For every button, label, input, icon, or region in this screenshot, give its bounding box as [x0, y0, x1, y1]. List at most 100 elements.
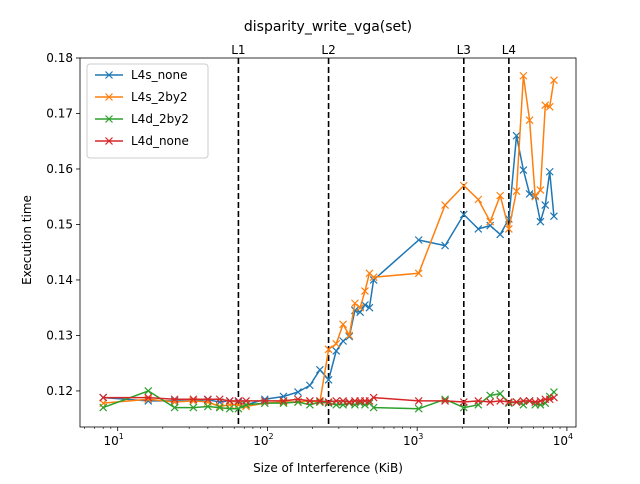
legend-item: L4s_none: [95, 68, 188, 82]
marker-stroke: [512, 131, 521, 140]
legend-item: L4d_2by2: [95, 112, 189, 126]
marker-stroke: [315, 365, 324, 374]
marker-stroke: [315, 396, 324, 405]
data-point-marker: [474, 195, 483, 204]
marker-stroke: [144, 387, 153, 395]
legend-marker: [105, 115, 113, 123]
data-point-marker: [305, 396, 314, 405]
data-point-marker: [369, 393, 378, 402]
series-line-L4d_none: [103, 396, 555, 403]
marker-stroke: [474, 195, 483, 204]
marker-stroke: [294, 388, 302, 396]
data-point-marker: [260, 396, 269, 405]
data-point-marker: [279, 398, 288, 406]
marker-stroke: [459, 181, 468, 190]
marker-stroke: [345, 332, 354, 341]
marker-stroke: [305, 396, 314, 405]
plot-layer: 0.12 0.13 0.14 0.15 0.16 0.17 0.18 101 102 103 104…: [46, 43, 577, 448]
marker-stroke: [414, 269, 423, 278]
x-tick-label: 103: [403, 432, 423, 448]
data-point-marker: [345, 331, 354, 340]
data-point-marker: [474, 396, 483, 405]
data-point-marker: [414, 396, 423, 405]
marker-stroke: [504, 398, 513, 406]
data-point-marker: [369, 403, 378, 412]
data-point-marker: [315, 398, 324, 406]
data-point-marker: [504, 398, 513, 406]
marker-stroke: [512, 187, 521, 196]
marker-stroke: [550, 388, 558, 396]
data-point-marker: [486, 398, 495, 406]
data-point-marker: [339, 396, 348, 405]
data-point-marker: [324, 375, 333, 384]
marker-stroke: [531, 398, 540, 406]
marker-stroke: [369, 393, 378, 402]
data-point-marker: [545, 102, 554, 111]
data-point-marker: [504, 399, 513, 408]
data-point-marker: [441, 241, 450, 250]
data-point-marker: [144, 387, 153, 395]
marker-stroke: [345, 398, 354, 406]
marker-stroke: [441, 241, 450, 250]
marker-stroke: [496, 396, 505, 405]
marker-stroke: [279, 398, 288, 406]
marker-stroke: [361, 287, 369, 295]
data-point-marker: [550, 212, 558, 221]
marker-stroke: [525, 116, 534, 125]
y-tick-label: 0.13: [46, 328, 73, 342]
marker-stroke: [414, 396, 423, 405]
marker-stroke: [99, 403, 108, 412]
marker-stroke: [324, 398, 333, 406]
marker-stroke: [545, 102, 554, 111]
marker-stroke: [414, 404, 423, 413]
marker-stroke: [369, 403, 378, 412]
marker-stroke: [351, 299, 359, 308]
data-point-marker: [504, 224, 513, 233]
data-point-marker: [474, 224, 483, 233]
legend: L4s_none L4s_2by2 L4d_2by2 L4d_none: [86, 63, 209, 159]
marker-stroke: [519, 396, 528, 405]
marker-stroke: [332, 347, 341, 355]
marker-stroke: [99, 393, 108, 402]
data-point-marker: [215, 402, 224, 411]
marker-stroke: [541, 101, 550, 110]
marker-stroke: [203, 395, 212, 404]
cache-line-label: L1: [231, 43, 245, 57]
marker-stroke: [225, 396, 234, 405]
y-tick-label: 0.12: [46, 384, 73, 398]
marker-stroke: [324, 399, 333, 408]
data-point-marker: [519, 71, 528, 80]
marker-stroke: [504, 399, 513, 408]
marker-stroke: [519, 166, 528, 175]
marker-stroke: [339, 337, 348, 345]
data-point-marker: [550, 393, 558, 402]
data-point-marker: [536, 217, 545, 226]
marker-stroke: [203, 402, 212, 411]
series-group: [99, 71, 558, 413]
data-point-marker: [441, 396, 450, 405]
data-point-marker: [519, 400, 528, 409]
data-point-marker: [531, 192, 540, 201]
data-point-marker: [332, 396, 341, 405]
data-point-marker: [170, 403, 179, 412]
data-point-marker: [441, 201, 450, 209]
data-point-marker: [99, 403, 108, 412]
marker-stroke: [279, 396, 288, 405]
marker-stroke: [365, 399, 374, 408]
data-point-marker: [496, 389, 505, 398]
data-point-marker: [365, 396, 374, 405]
marker-stroke: [339, 320, 348, 329]
data-point-marker: [512, 131, 521, 140]
marker-stroke: [459, 403, 468, 412]
data-point-marker: [512, 187, 521, 196]
marker-stroke: [536, 396, 545, 405]
data-point-marker: [459, 398, 468, 406]
marker-stroke: [365, 396, 374, 405]
x-tick-label: 101: [104, 432, 124, 448]
data-point-marker: [315, 396, 324, 405]
marker-stroke: [519, 71, 528, 80]
x-tick-label: 102: [253, 432, 273, 448]
data-point-marker: [525, 116, 534, 125]
data-point-marker: [189, 403, 198, 412]
data-point-marker: [294, 395, 302, 404]
